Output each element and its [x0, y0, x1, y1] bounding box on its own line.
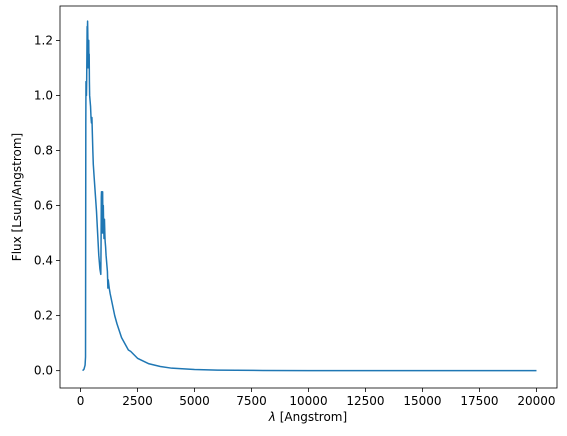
x-tick-label: 0 — [77, 394, 85, 408]
y-tick-label: 1.0 — [34, 88, 53, 102]
y-axis-label: Flux [Lsun/Angstrom] — [10, 133, 24, 261]
y-tick-label: 0.4 — [34, 254, 53, 268]
y-tick-label: 0.8 — [34, 143, 53, 157]
y-tick-label: 0.6 — [34, 199, 53, 213]
y-tick-label: 0.2 — [34, 309, 53, 323]
x-axis-label-text: [Angstrom] — [276, 410, 347, 424]
series-layer — [82, 20, 537, 372]
series-line-0 — [82, 20, 537, 372]
x-axis-label: λ [Angstrom] — [268, 410, 347, 424]
x-tick-label: 5000 — [179, 394, 210, 408]
plot-area-background — [60, 6, 557, 388]
x-tick-label: 10000 — [289, 394, 327, 408]
y-tick-label: 0.0 — [34, 364, 53, 378]
x-tick-label: 12500 — [346, 394, 384, 408]
x-tick-label: 2500 — [122, 394, 153, 408]
x-tick-label: 17500 — [460, 394, 498, 408]
x-tick-label: 15000 — [403, 394, 441, 408]
y-tick-label: 1.2 — [34, 33, 53, 47]
x-axis-label-symbol: λ — [268, 410, 276, 424]
x-tick-label: 7500 — [236, 394, 267, 408]
x-tick-label: 20000 — [517, 394, 555, 408]
x-axis-ticks: 0 2500 5000 7500 10000 12500 15000 17500 20000 — [77, 388, 556, 408]
y-axis-ticks: 0.0 0.2 0.4 0.6 0.8 1.0 1.2 — [34, 33, 60, 378]
